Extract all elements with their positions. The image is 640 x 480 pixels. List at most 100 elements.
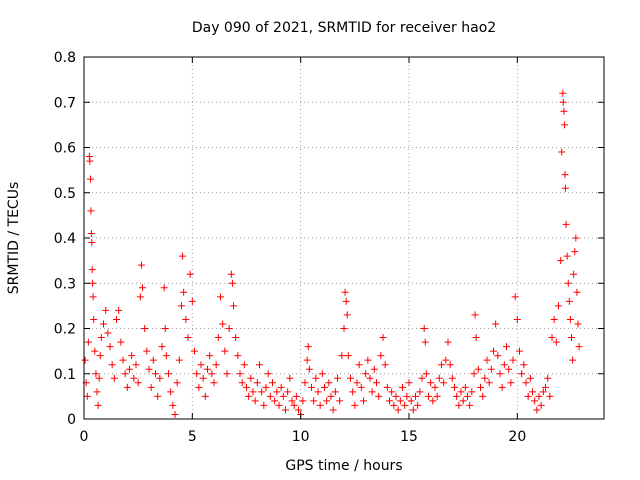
data-point — [546, 392, 554, 400]
data-point — [89, 279, 97, 287]
data-point — [511, 293, 519, 301]
data-point — [210, 379, 218, 387]
data-point — [314, 388, 322, 396]
data-point — [91, 347, 99, 355]
data-point — [117, 338, 125, 346]
data-point — [573, 288, 581, 296]
data-point — [258, 388, 266, 396]
data-point — [548, 334, 556, 342]
data-point — [191, 347, 198, 355]
data-point — [453, 392, 461, 400]
data-point — [90, 315, 98, 323]
x-tick-label: 5 — [188, 429, 197, 445]
data-point — [243, 383, 250, 391]
data-point — [440, 379, 448, 387]
data-point — [169, 401, 177, 409]
y-tick-label: 0 — [67, 412, 76, 428]
y-axis-label: SRMTID / TECUs — [6, 182, 22, 295]
data-point — [459, 397, 467, 405]
data-point — [552, 338, 560, 346]
data-point — [94, 401, 102, 409]
data-point — [403, 392, 411, 400]
data-point — [128, 352, 136, 360]
data-point — [273, 388, 281, 396]
data-point — [568, 334, 575, 342]
data-point — [271, 397, 279, 405]
data-point — [558, 148, 566, 156]
data-point — [141, 325, 149, 332]
chart-title: Day 090 of 2021, SRMTID for receiver hao… — [192, 20, 496, 36]
data-point — [572, 234, 580, 242]
data-point — [121, 370, 129, 378]
data-point — [433, 392, 441, 400]
data-point — [399, 383, 406, 391]
data-point — [208, 370, 216, 378]
y-tick-label: 0.6 — [54, 141, 76, 157]
data-point — [214, 334, 222, 342]
data-point — [108, 361, 116, 369]
data-point — [253, 379, 261, 387]
data-point — [570, 270, 578, 278]
data-point — [212, 361, 220, 369]
data-point — [89, 293, 97, 301]
data-point — [343, 311, 351, 319]
data-point — [481, 374, 489, 382]
data-point — [353, 379, 361, 387]
x-tick-label: 20 — [508, 429, 526, 445]
data-point — [160, 284, 168, 292]
data-point — [360, 397, 367, 405]
data-point — [561, 171, 569, 179]
data-point — [100, 320, 107, 328]
data-point — [516, 347, 523, 355]
data-point — [219, 320, 227, 328]
data-point — [152, 370, 159, 378]
data-point — [88, 239, 96, 247]
data-point — [529, 388, 536, 396]
data-point — [559, 89, 567, 97]
data-point — [526, 374, 534, 382]
data-point — [143, 347, 151, 355]
data-point — [509, 356, 517, 364]
data-point — [180, 288, 188, 296]
data-point — [394, 406, 402, 414]
x-tick-label: 0 — [80, 429, 89, 445]
y-tick-label: 0.4 — [54, 231, 76, 247]
data-point — [405, 379, 413, 387]
data-point — [201, 392, 209, 400]
data-point — [115, 306, 123, 314]
data-point — [474, 365, 482, 373]
data-point — [383, 383, 391, 391]
y-tick-label: 0.3 — [54, 276, 76, 292]
data-point — [566, 315, 574, 323]
data-point — [334, 374, 341, 382]
data-point — [421, 338, 429, 346]
data-point — [240, 361, 248, 369]
data-point — [442, 356, 450, 364]
data-point — [357, 383, 365, 391]
data-point — [134, 379, 142, 387]
data-point — [331, 388, 339, 396]
data-point — [236, 370, 244, 378]
data-point — [533, 406, 541, 414]
data-point — [175, 356, 183, 364]
data-point — [555, 302, 562, 310]
data-point — [487, 365, 495, 373]
data-point — [173, 379, 181, 387]
data-point — [197, 361, 205, 369]
data-point — [560, 107, 568, 115]
data-point — [562, 220, 570, 228]
y-tick-label: 0.2 — [54, 322, 76, 338]
data-point — [251, 397, 259, 405]
data-point — [520, 361, 528, 369]
y-tick-label: 0.7 — [54, 95, 76, 111]
data-point — [496, 370, 504, 378]
data-point — [260, 401, 268, 409]
data-point — [321, 383, 328, 391]
data-point — [87, 175, 94, 183]
x-tick-label: 10 — [292, 429, 310, 445]
data-point — [102, 306, 110, 314]
data-point — [279, 392, 287, 400]
data-point — [338, 352, 346, 360]
data-point — [217, 293, 224, 301]
data-point — [325, 379, 333, 387]
